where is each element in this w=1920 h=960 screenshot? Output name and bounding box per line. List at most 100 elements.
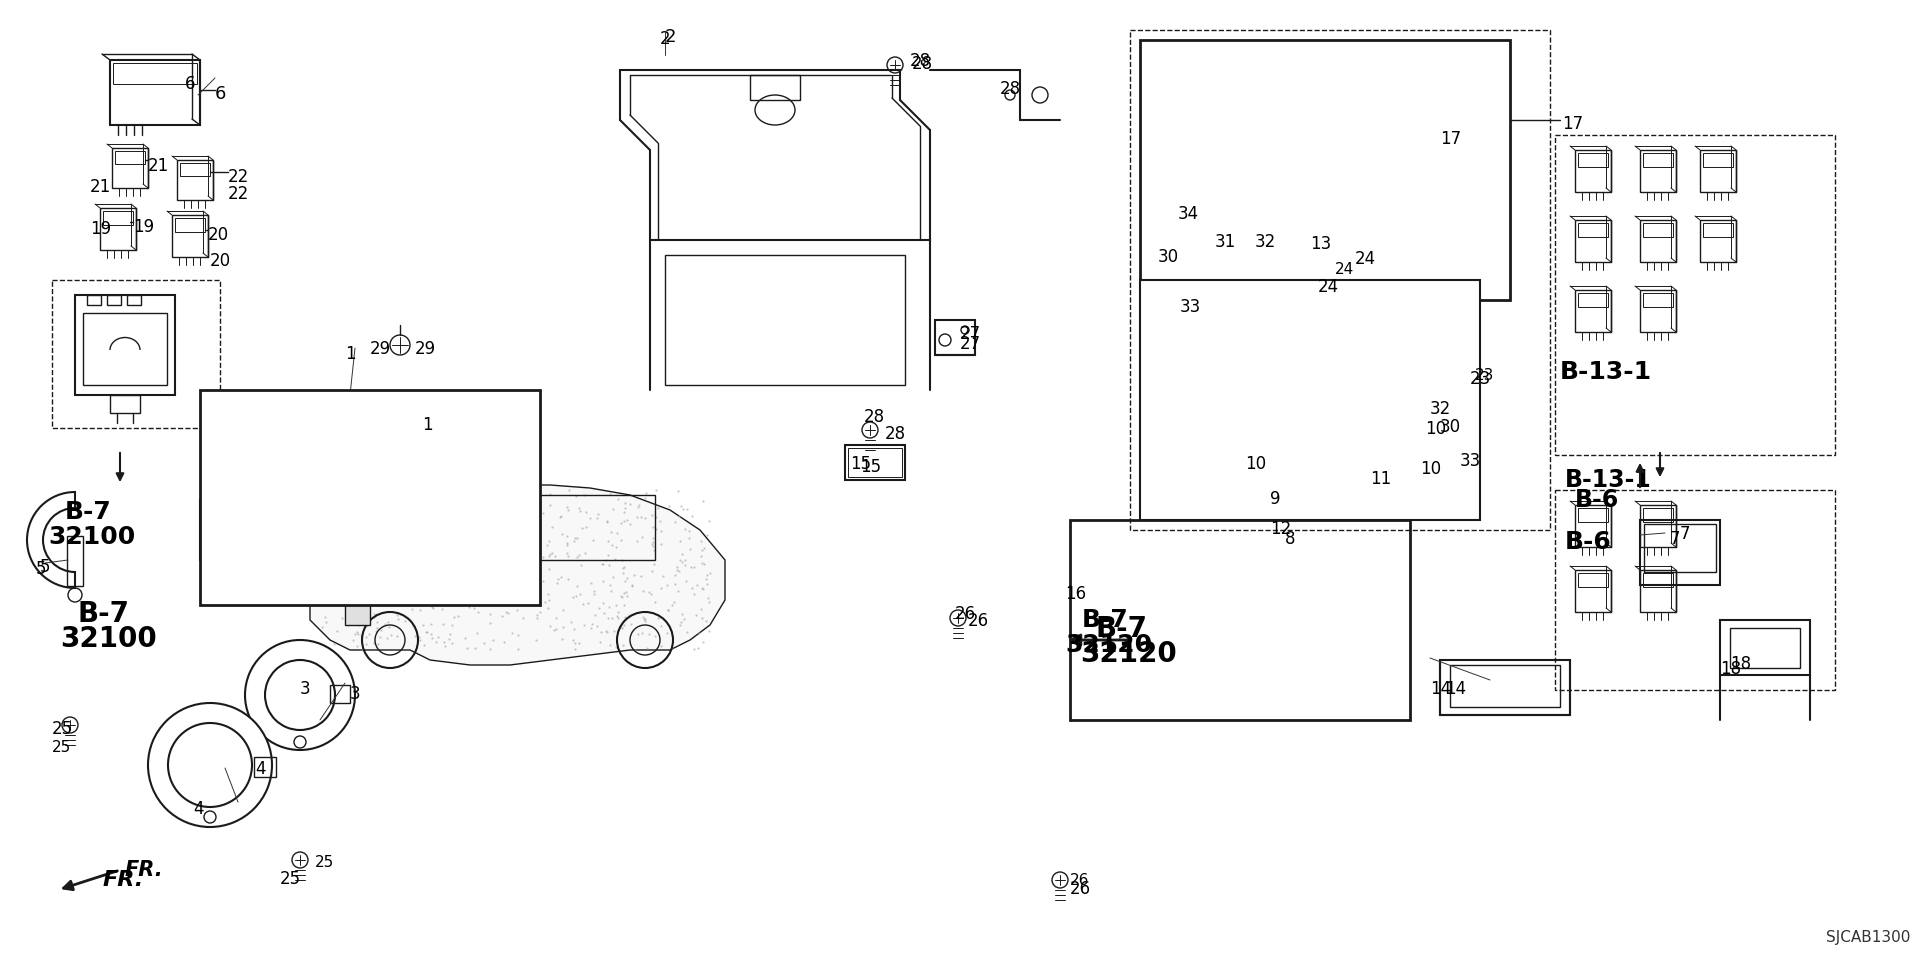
Text: 16: 16 <box>1066 585 1087 603</box>
Text: 32100: 32100 <box>48 525 134 549</box>
Bar <box>1092 603 1127 633</box>
Bar <box>1555 490 1836 690</box>
Bar <box>86 295 102 305</box>
Bar <box>1578 223 1609 237</box>
Text: 1: 1 <box>422 416 432 434</box>
Bar <box>1271 155 1304 175</box>
Bar <box>200 390 540 605</box>
Text: 3: 3 <box>349 685 361 703</box>
Text: B-7: B-7 <box>65 500 111 524</box>
Bar <box>935 320 975 355</box>
Bar <box>1574 150 1611 192</box>
Bar <box>348 504 359 556</box>
Bar <box>1131 30 1549 530</box>
Text: 24: 24 <box>1317 278 1338 296</box>
Bar <box>1640 150 1676 192</box>
Bar <box>1148 550 1188 588</box>
Text: 32120: 32120 <box>1066 633 1152 657</box>
Text: 23: 23 <box>1471 370 1492 388</box>
Text: B-13-1: B-13-1 <box>1565 468 1651 492</box>
Bar <box>311 504 323 556</box>
Bar <box>1269 150 1306 200</box>
Text: 26: 26 <box>954 605 975 623</box>
Bar <box>411 500 511 560</box>
Bar <box>175 218 205 232</box>
Text: B-7: B-7 <box>79 600 131 628</box>
Text: 18: 18 <box>1720 660 1741 678</box>
Text: B-6: B-6 <box>1565 530 1611 554</box>
Text: 18: 18 <box>1730 655 1751 673</box>
Text: 10: 10 <box>1425 420 1446 438</box>
Bar <box>324 504 334 556</box>
Text: 32120: 32120 <box>1079 640 1177 668</box>
Bar <box>1578 153 1609 167</box>
Bar <box>1164 365 1208 425</box>
Text: 8: 8 <box>1284 530 1296 548</box>
Text: 10: 10 <box>1421 460 1442 478</box>
Text: 5: 5 <box>36 560 46 578</box>
Bar <box>1325 553 1359 583</box>
Text: 28: 28 <box>864 408 885 426</box>
Bar <box>1148 600 1188 638</box>
Text: 6: 6 <box>215 85 227 103</box>
Text: 14: 14 <box>1430 680 1452 698</box>
Bar <box>1640 520 1720 585</box>
Text: 29: 29 <box>415 340 436 358</box>
Bar <box>1263 600 1304 638</box>
Bar <box>252 504 261 556</box>
Bar <box>1578 508 1609 522</box>
Bar <box>215 504 227 556</box>
Bar <box>1323 650 1361 688</box>
Text: 25: 25 <box>52 740 71 755</box>
Bar <box>346 595 371 625</box>
Bar <box>173 215 207 257</box>
Text: 20: 20 <box>209 252 230 270</box>
Bar <box>1162 155 1192 175</box>
Text: 20: 20 <box>207 226 228 244</box>
Bar <box>109 60 200 125</box>
Text: 28: 28 <box>885 425 906 443</box>
Text: B-7: B-7 <box>1094 615 1146 643</box>
Text: 9: 9 <box>1269 490 1281 508</box>
Bar <box>104 211 132 225</box>
Bar <box>1210 603 1242 633</box>
Bar <box>1204 305 1215 320</box>
Bar <box>1156 295 1185 335</box>
Bar <box>204 504 213 556</box>
Text: 11: 11 <box>1371 470 1392 488</box>
Bar <box>1092 653 1127 683</box>
Text: 19: 19 <box>90 220 111 238</box>
Text: 4: 4 <box>255 760 265 778</box>
Bar <box>1304 365 1348 425</box>
Text: FR.: FR. <box>125 860 163 880</box>
Bar <box>200 500 275 560</box>
Text: 5: 5 <box>40 558 50 576</box>
Text: 28: 28 <box>1000 80 1021 98</box>
Bar <box>1206 550 1246 588</box>
Bar <box>83 313 167 385</box>
Bar <box>1555 135 1836 455</box>
Bar <box>1640 290 1676 332</box>
Bar <box>1730 628 1801 668</box>
Bar <box>1644 223 1672 237</box>
Text: 28: 28 <box>912 55 933 73</box>
Bar <box>1267 603 1302 633</box>
Text: 34: 34 <box>1179 205 1200 223</box>
Bar <box>845 445 904 480</box>
Text: 17: 17 <box>1563 115 1584 133</box>
Bar <box>1069 520 1409 720</box>
Text: 24: 24 <box>1334 262 1354 277</box>
Bar <box>1644 573 1672 587</box>
Bar <box>1150 553 1185 583</box>
Bar <box>1373 365 1417 425</box>
Bar <box>1574 220 1611 262</box>
Text: 28: 28 <box>910 52 931 70</box>
Bar <box>1703 153 1734 167</box>
Wedge shape <box>148 703 273 827</box>
Bar <box>1267 653 1302 683</box>
Bar <box>1640 505 1676 547</box>
Text: 24: 24 <box>1356 250 1377 268</box>
Bar <box>1263 550 1304 588</box>
Bar <box>1325 653 1359 683</box>
Bar <box>1578 293 1609 307</box>
